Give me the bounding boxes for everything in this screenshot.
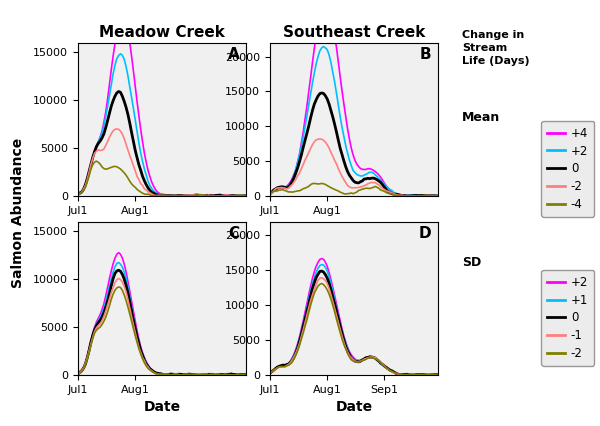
X-axis label: Date: Date [335, 400, 373, 414]
Legend: +2, +1, 0, -1, -2: +2, +1, 0, -1, -2 [541, 270, 594, 366]
Text: Change in
Stream
Life (Days): Change in Stream Life (Days) [462, 30, 530, 66]
Title: Meadow Creek: Meadow Creek [99, 25, 225, 40]
Title: Southeast Creek: Southeast Creek [283, 25, 425, 40]
Text: A: A [227, 47, 239, 62]
Text: D: D [419, 226, 431, 241]
Text: Mean: Mean [462, 111, 500, 124]
Text: B: B [419, 47, 431, 62]
Legend: +4, +2, 0, -2, -4: +4, +2, 0, -2, -4 [541, 121, 594, 216]
X-axis label: Date: Date [143, 400, 181, 414]
Text: Salmon Abundance: Salmon Abundance [11, 138, 25, 288]
Text: SD: SD [462, 256, 481, 269]
Text: C: C [228, 226, 239, 241]
